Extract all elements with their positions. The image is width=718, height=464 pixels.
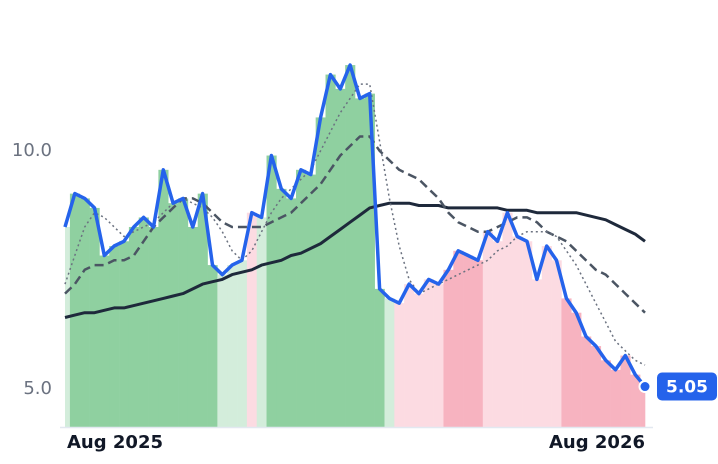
zone-bar [315, 117, 326, 427]
zone-bar [423, 279, 434, 427]
zone-bar [207, 265, 218, 427]
zone-bar [443, 269, 454, 427]
zone-bar [482, 231, 493, 427]
zone-bar [99, 255, 110, 427]
zone-bar [296, 169, 307, 427]
zone-bar [590, 346, 602, 427]
x-tick-label: Aug 2025 [67, 432, 163, 453]
zone-bar [600, 360, 611, 427]
last-point [638, 380, 652, 394]
y-tick-label: 10.0 [12, 140, 52, 161]
zone-bar [541, 246, 552, 427]
moving-average-line [64, 135, 646, 314]
zone-bar [413, 293, 425, 427]
zone-bar [374, 288, 385, 427]
zone-bar [384, 298, 395, 427]
zone-bar [453, 250, 464, 427]
zone-bar [522, 241, 533, 427]
zone-bar [531, 279, 543, 427]
zone-bar [178, 198, 189, 427]
zone-bar [364, 93, 375, 427]
zone-bar [69, 193, 81, 427]
x-tick-label: Aug 2026 [549, 432, 645, 453]
zone-bar [187, 226, 199, 427]
zone-bar [217, 274, 228, 427]
zone-bar [325, 74, 336, 427]
zone-bar [276, 188, 287, 427]
zone-bar [109, 246, 120, 427]
zone-bar [168, 203, 179, 427]
zone-bar [345, 65, 356, 428]
zone-bar [512, 236, 523, 427]
zone-bar [571, 312, 582, 427]
zone-bar [227, 265, 238, 427]
zone-bar [640, 386, 646, 427]
zone-bar [404, 284, 415, 427]
moving-average-line [64, 201, 646, 319]
last-value-label: 5.05 [666, 378, 708, 398]
zone-bar [138, 217, 149, 427]
zone-bar [266, 155, 277, 427]
zone-bar [246, 212, 257, 427]
zone-bar [463, 255, 474, 427]
zone-bar [305, 174, 316, 427]
zone-bar [89, 207, 100, 427]
zone-bar [197, 193, 208, 427]
zone-bar [65, 226, 71, 427]
zone-bar [256, 217, 267, 427]
moving-average-line [64, 83, 646, 366]
price-line [63, 63, 647, 388]
zone-bar [148, 226, 159, 427]
zone-bar [394, 303, 405, 427]
zone-bar [551, 260, 562, 427]
y-tick-label: 5.0 [23, 378, 52, 399]
zone-bar [610, 369, 621, 427]
zone-bar [581, 336, 592, 427]
zone-bar [630, 374, 641, 427]
zone-bar [492, 241, 503, 427]
zone-bar [502, 212, 513, 427]
zone-bar [237, 260, 248, 427]
zone-bar [561, 298, 572, 427]
zone-bar [286, 198, 297, 427]
zone-bar [472, 260, 484, 427]
zone-bar [620, 355, 631, 427]
zone-bar [128, 226, 140, 427]
zone-bar [355, 98, 366, 427]
zone-bar [433, 284, 444, 427]
zone-bar [335, 88, 346, 428]
zone-bar [119, 241, 130, 427]
last-value-badge [657, 372, 717, 401]
